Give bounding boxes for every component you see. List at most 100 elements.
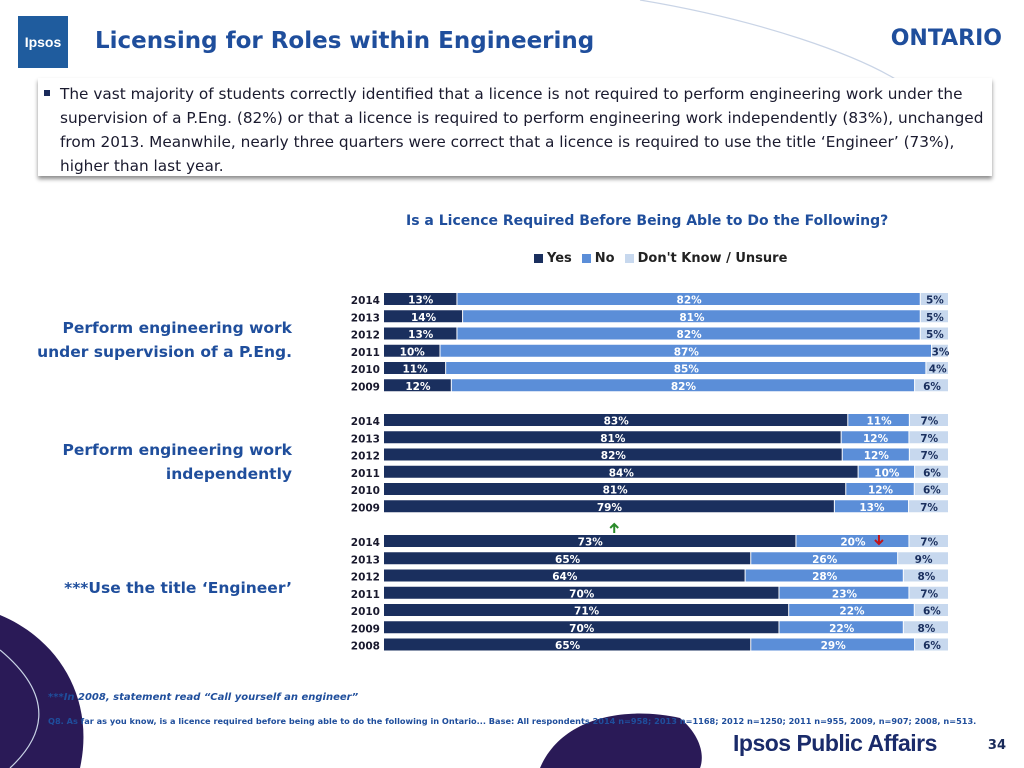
year-tick-label: 2014 [351,416,380,428]
bar-segment [796,535,909,547]
up-arrow-icon [609,522,619,533]
bar-segment [898,552,948,565]
bar-segment [384,362,446,374]
legend-item-unsure: Don't Know / Unsure [624,251,788,266]
data-label: 65% [555,640,581,652]
data-label: 82% [601,450,627,462]
bar-segment [751,552,898,565]
bar-segment [909,535,948,547]
bullet-icon [44,90,50,96]
data-label: 10% [400,346,426,358]
bar-segment [384,465,858,478]
data-label: 87% [674,346,700,358]
year-tick-label: 2011 [351,347,380,359]
data-label: 13% [408,295,434,307]
year-tick-label: 2008 [351,641,380,653]
data-label: 64% [552,571,578,583]
legend-swatch-no [581,254,591,263]
data-label: 7% [920,502,938,514]
data-label: 29% [821,640,847,652]
data-label: 71% [574,606,600,618]
brand-wordmark: Ipsos Public Affairs [733,730,937,756]
data-label: 13% [859,502,885,514]
data-label: 65% [555,554,581,566]
data-label: 70% [569,623,595,635]
region-label: ONTARIO [890,26,1002,51]
data-label: 85% [674,364,700,376]
year-tick-label: 2012 [351,330,380,342]
bar-segment [903,621,948,634]
bar-segment [920,293,948,305]
footnote: ***In 2008, statement read “Call yoursel… [48,692,359,703]
bar-segment [915,638,948,651]
data-label: 11% [867,416,893,428]
bar-segment [463,310,920,323]
bar-segment [384,414,848,426]
data-label: 81% [679,312,705,324]
data-label: 81% [600,433,626,445]
bar-segment [384,448,842,461]
group-label-supervision: Perform engineering work under supervisi… [37,319,292,361]
bar-segment [903,569,948,582]
year-tick-label: 2010 [351,606,380,618]
chart-legend: Yes No Don't Know / Unsure [534,251,787,266]
bar-segment [834,500,909,513]
data-label: 20% [840,537,866,549]
bar-segment [384,293,457,305]
ipsos-logo: Ipsos [18,16,68,68]
bar-segment [926,362,948,374]
summary-callout: The vast majority of students correctly … [38,78,992,176]
bar-segment [915,465,948,478]
bar-segment [384,552,751,565]
bar-segment [914,604,948,616]
legend-swatch-unsure [624,254,634,263]
year-tick-label: 2014 [351,295,380,307]
legend-item-no: No [581,251,615,266]
data-label: 4% [929,364,947,376]
bar-segment [745,569,903,582]
bar-segment [779,586,909,599]
data-label: 12% [864,450,890,462]
data-label: 5% [926,329,944,341]
bar-segment [451,379,915,392]
bar-segment [842,448,909,461]
data-label: 8% [917,571,935,583]
down-arrow-icon [874,535,884,546]
bar-segment [909,500,948,513]
data-label: 7% [920,433,938,445]
data-label: 6% [923,467,941,479]
data-label: 9% [915,554,933,566]
bar-segment [384,569,745,582]
year-tick-label: 2009 [351,502,380,514]
data-label: 3% [932,346,950,358]
data-label: 10% [874,467,900,479]
legend-label-unsure: Don't Know / Unsure [637,251,788,266]
bar-segment [915,379,948,392]
data-label: 12% [863,433,889,445]
data-label: 12% [405,381,431,393]
page-number: 34 [987,738,1006,753]
legend-swatch-yes [534,254,543,263]
bar-segment [384,344,440,357]
data-label: 13% [408,329,434,341]
legend-label-no: No [594,251,615,266]
bar-segment [789,604,914,616]
data-label: 14% [411,312,437,324]
bar-segment [384,638,751,651]
data-label: 70% [569,588,595,600]
data-label: 84% [609,467,635,479]
bar-segment [384,500,834,513]
bar-segment [909,431,948,444]
year-tick-label: 2010 [351,485,380,497]
data-label: 22% [839,606,865,618]
data-label: 6% [923,485,941,497]
bar-segment [384,431,841,444]
data-label: 22% [829,623,855,635]
bar-segment [446,362,926,374]
bar-segment [858,465,915,478]
data-label: 82% [677,295,703,307]
source-note: Q8. As far as you know, is a licence req… [48,716,977,726]
data-label: 82% [671,381,697,393]
year-tick-label: 2012 [351,572,380,584]
